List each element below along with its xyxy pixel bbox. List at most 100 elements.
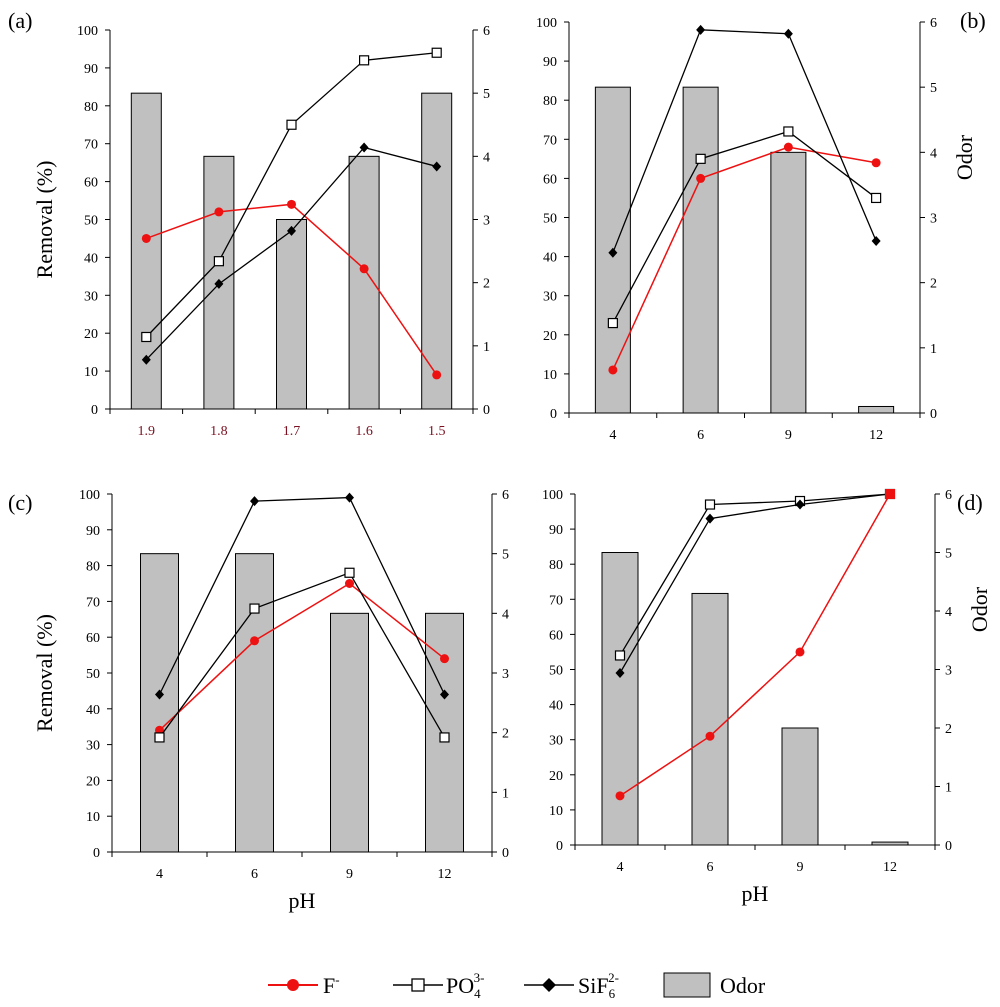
left-axis-tick-label: 70 <box>543 133 557 148</box>
right-axis-tick-label: 0 <box>483 403 490 418</box>
odor-bar <box>691 592 729 846</box>
x-axis-tick-label: 4 <box>609 428 616 443</box>
right-axis-tick-label: 1 <box>483 340 490 355</box>
left-axis-tick-label: 50 <box>543 212 557 227</box>
legend-f-label: F- <box>323 972 340 998</box>
po4-data-point <box>344 567 355 578</box>
left-axis-tick-label: 90 <box>543 55 557 70</box>
right-axis-tick-label: 0 <box>945 839 952 854</box>
left-axis-tick-label: 30 <box>86 739 100 754</box>
legend-po4-label: PO43- <box>446 970 484 1001</box>
po4-data-point <box>614 650 626 661</box>
left-axis-tick-label: 0 <box>550 407 557 422</box>
x-axis-tick-label: 1.8 <box>210 424 228 439</box>
left-axis-tick-label: 40 <box>86 703 100 718</box>
panel-label: (d) <box>957 490 983 515</box>
left-axis-title: Removal (%) <box>32 161 57 279</box>
f-data-point-final <box>885 489 895 499</box>
f-data-point <box>359 264 369 274</box>
x-axis-title: pH <box>742 881 769 906</box>
left-axis-tick-label: 0 <box>556 839 563 854</box>
panel-label: (b) <box>960 8 986 33</box>
right-axis-tick-label: 1 <box>502 786 509 801</box>
series-line-diamond <box>619 493 891 674</box>
sif6-data-point <box>795 499 805 510</box>
odor-bar <box>682 86 719 414</box>
left-axis-tick-label: 30 <box>543 290 557 305</box>
po4-data-point <box>695 153 706 164</box>
panel-label: (c) <box>8 490 32 515</box>
right-axis-tick-label: 6 <box>945 488 952 503</box>
left-axis-tick-label: 30 <box>549 734 563 749</box>
legend-f-marker <box>287 979 299 991</box>
right-axis-tick-label: 5 <box>502 548 509 563</box>
left-axis-tick-label: 90 <box>86 524 100 539</box>
odor-bar <box>858 405 895 414</box>
sif6-data-point <box>783 28 793 39</box>
x-axis-tick-label: 9 <box>797 860 804 875</box>
f-data-point <box>696 173 706 183</box>
po4-data-point <box>286 119 297 130</box>
right-axis-tick-label: 1 <box>945 781 952 796</box>
right-axis-tick-label: 6 <box>483 24 490 39</box>
left-axis-tick-label: 0 <box>93 846 100 861</box>
po4-data-point <box>607 317 618 329</box>
sif6-data-point <box>440 689 449 700</box>
legend-odor-swatch <box>663 972 711 998</box>
left-axis-tick-label: 50 <box>549 664 563 679</box>
right-axis-tick-label: 4 <box>483 150 490 165</box>
left-axis-tick-label: 50 <box>84 214 98 229</box>
po4-data-point <box>439 732 450 743</box>
odor-bar <box>421 92 453 410</box>
sif6-data-point <box>141 354 151 365</box>
left-axis-tick-label: 60 <box>86 631 100 646</box>
f-data-point <box>345 579 354 588</box>
left-axis-tick-label: 60 <box>84 176 98 191</box>
x-axis-tick-label: 4 <box>617 860 624 875</box>
left-axis-tick-label: 70 <box>86 595 100 610</box>
po4-data-point <box>213 256 224 267</box>
left-axis-tick-label: 20 <box>84 327 98 342</box>
f-data-point <box>141 233 151 243</box>
right-axis-title: Odor <box>952 134 977 180</box>
series-line-diamond <box>612 29 877 253</box>
left-axis-tick-label: 60 <box>549 628 563 643</box>
x-axis-tick-label: 12 <box>438 867 452 882</box>
x-axis-tick-label: 4 <box>156 867 163 882</box>
x-axis-tick-label: 12 <box>869 428 883 443</box>
po4-data-point <box>704 499 716 510</box>
left-axis-tick-label: 100 <box>79 488 100 503</box>
f-data-point <box>615 791 625 801</box>
right-axis-tick-label: 6 <box>930 16 937 31</box>
right-axis-tick-label: 3 <box>483 214 490 229</box>
odor-bar <box>140 553 179 853</box>
left-axis-tick-label: 90 <box>84 62 98 77</box>
odor-bar <box>330 612 369 853</box>
left-axis-tick-label: 100 <box>77 24 98 39</box>
panel-a: 0 10 20 30 40 50 60 70 80 90 100 0 1 2 3 4 5 6 1.9 1.8 1.7 1.… <box>8 8 490 439</box>
left-axis-tick-label: 100 <box>536 16 557 31</box>
right-axis-tick-label: 4 <box>945 605 952 620</box>
series-line-red-circle <box>158 582 445 731</box>
sif6-data-point <box>359 142 369 153</box>
right-axis-tick-label: 3 <box>930 212 937 227</box>
odor-bar <box>781 727 819 846</box>
left-axis-tick-label: 40 <box>543 251 557 266</box>
legend-sif6-label: SiF62- <box>578 970 619 1001</box>
right-axis-tick-label: 1 <box>930 342 937 357</box>
sif6-data-point <box>287 225 296 236</box>
x-axis-title: pH <box>289 888 316 913</box>
left-axis-tick-label: 40 <box>549 699 563 714</box>
right-axis-tick-label: 3 <box>502 667 509 682</box>
left-axis-tick-label: 10 <box>84 365 98 380</box>
right-axis-tick-label: 2 <box>945 722 952 737</box>
x-axis-tick-label: 1.6 <box>355 424 373 439</box>
right-axis-tick-label: 5 <box>483 87 490 102</box>
po4-data-point <box>141 331 152 343</box>
left-axis-tick-label: 20 <box>549 769 563 784</box>
series-line-diamond <box>158 496 446 695</box>
x-axis-tick-label: 6 <box>707 860 714 875</box>
left-axis-tick-label: 80 <box>543 94 557 109</box>
